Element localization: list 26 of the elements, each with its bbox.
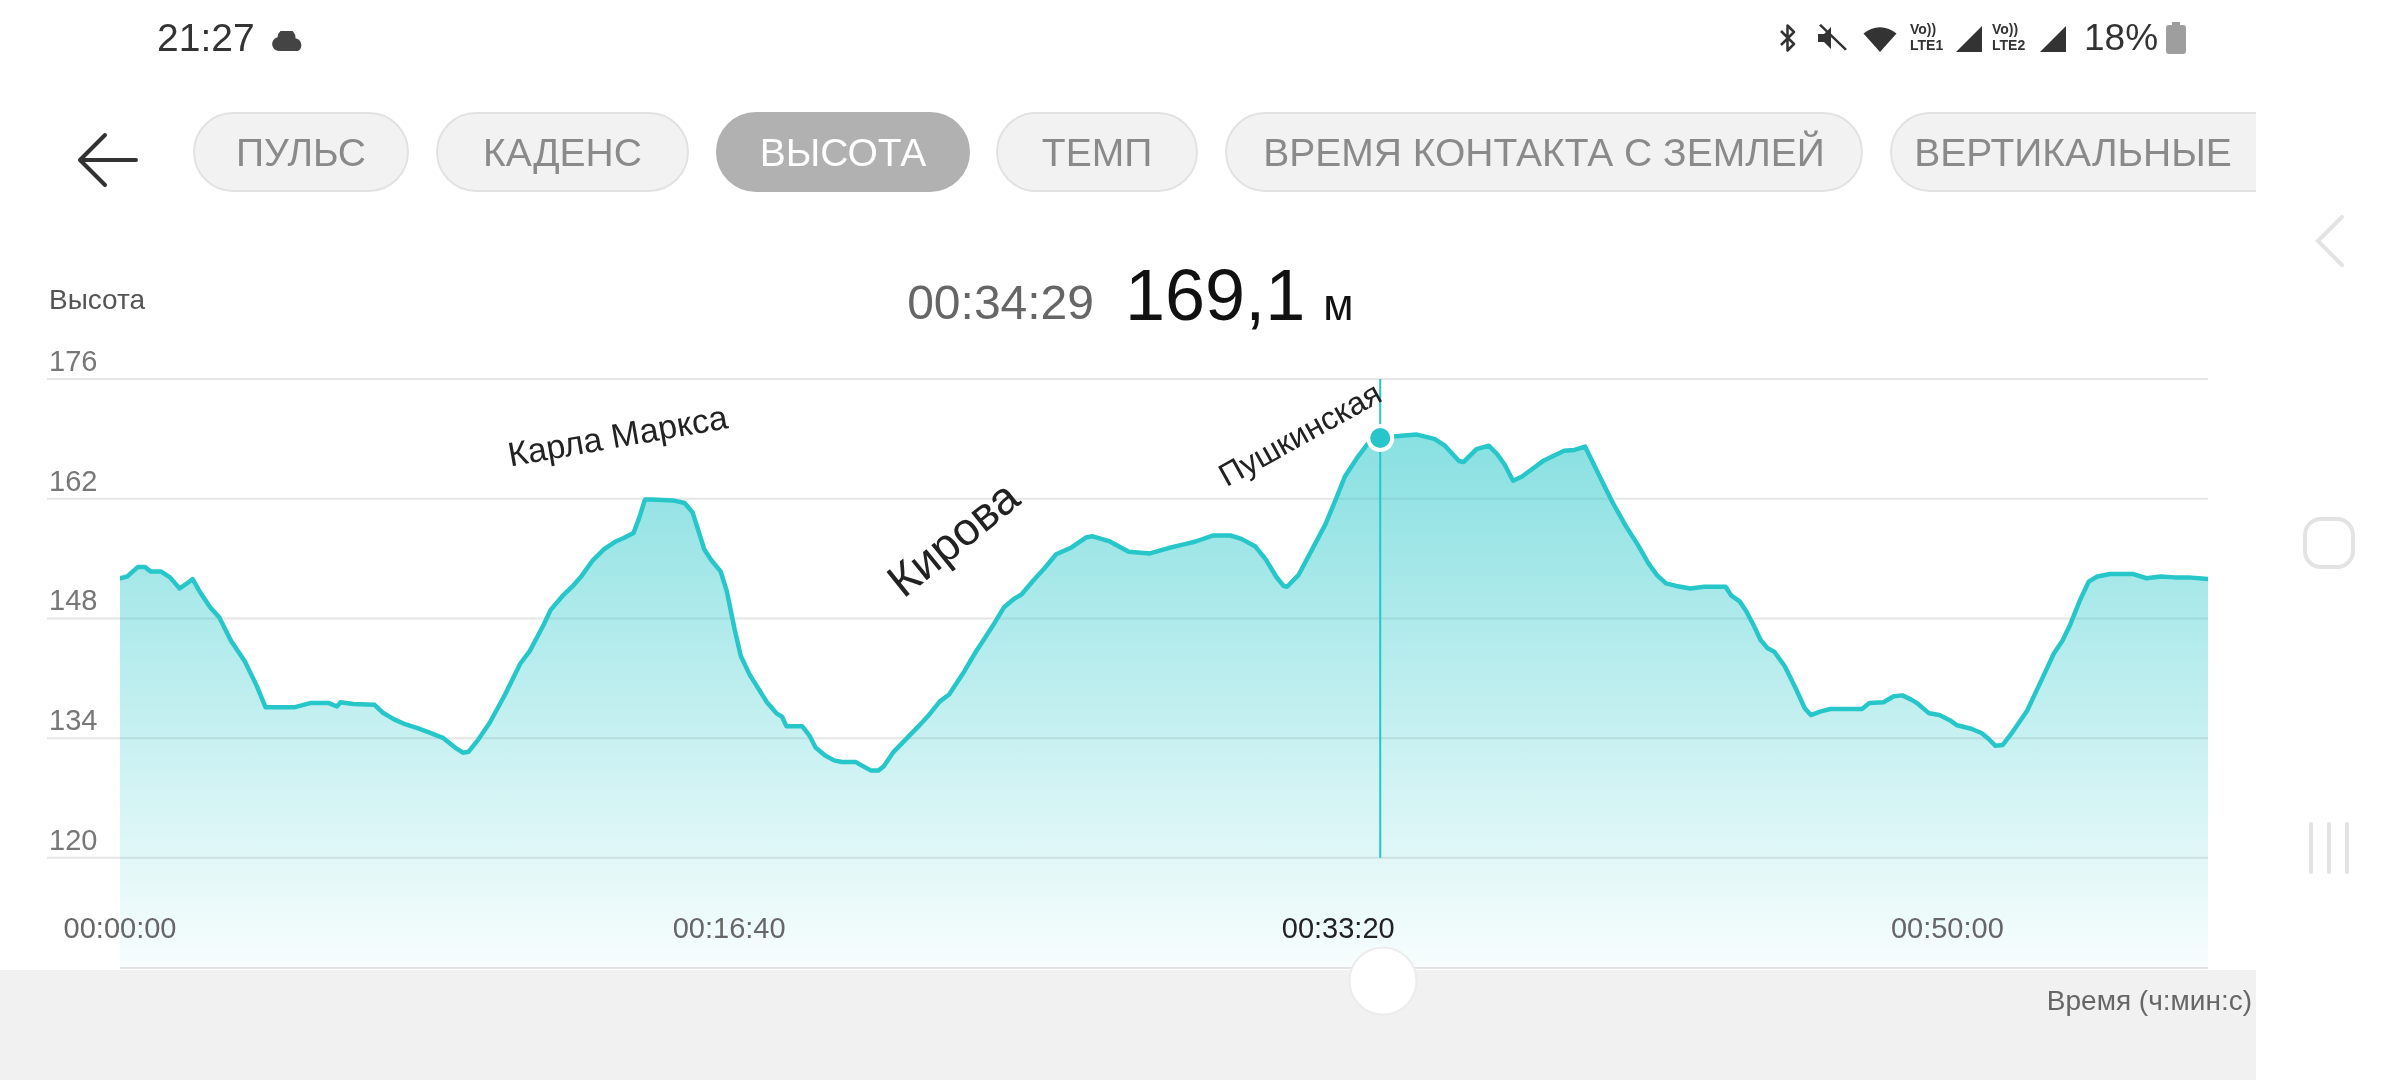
text: ТЕМП — [1041, 130, 1153, 174]
y-tick-label: 148 — [49, 584, 98, 617]
x-tick-label: 00:00:00 — [63, 912, 177, 944]
x-tick-label: 00:50:00 — [1890, 912, 2004, 944]
text: LTE2 — [1992, 37, 2026, 53]
x-tick-label: 00:33:20 — [1281, 912, 1395, 944]
y-tick-label: 134 — [49, 704, 98, 737]
text: LTE1 — [1910, 37, 1944, 53]
text: 18% — [2084, 17, 2159, 58]
text: КАДЕНС — [483, 130, 642, 174]
text: Vo)) — [1992, 21, 2019, 37]
text: Vo)) — [1910, 21, 1937, 37]
y-tick-label: 176 — [49, 345, 98, 377]
text: ВРЕМЯ КОНТАКТА С ЗЕМЛЕЙ — [1263, 130, 1825, 174]
annotation: Карла Маркса — [504, 397, 731, 474]
x-tick-label: 00:16:40 — [672, 912, 786, 944]
text: 21:27 — [157, 16, 255, 59]
y-tick-label: 162 — [49, 464, 98, 497]
chart-title: 00:34:29 — [907, 276, 1094, 329]
chart-subtitle: 169,1 м — [1125, 255, 1354, 335]
y-tick-label: 120 — [49, 823, 98, 856]
x-axis-title: Время (ч:мин:с) — [2046, 985, 2252, 1016]
text: ВЫСОТА — [759, 130, 927, 174]
text: ВЕРТИКАЛЬНЫЕ — [1914, 130, 2232, 174]
y-axis-title: Высота — [49, 284, 146, 315]
text: ПУЛЬС — [235, 130, 366, 174]
